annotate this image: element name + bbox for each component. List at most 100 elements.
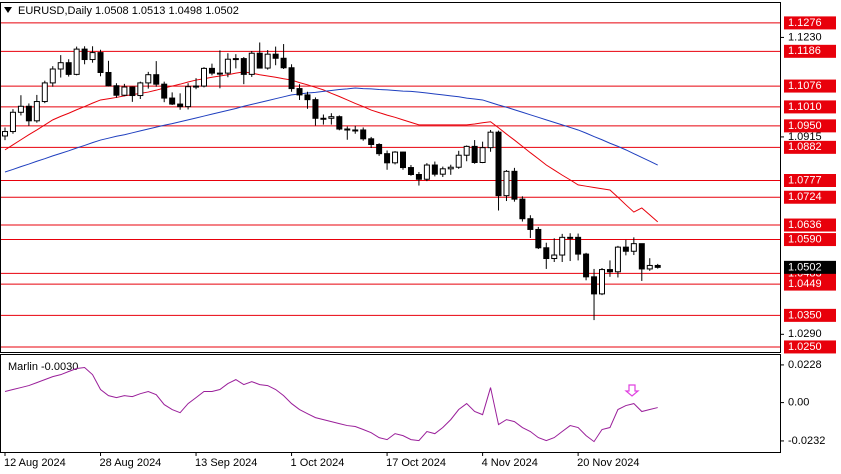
y-tick-label: 1.1230 (788, 31, 822, 43)
candle-body (463, 145, 470, 156)
candle-body (487, 131, 494, 149)
candle-body (400, 151, 406, 169)
candle-body (320, 117, 327, 120)
candle-body (49, 68, 56, 84)
candle-body (81, 48, 88, 61)
candle-body (352, 129, 359, 132)
candle-body (431, 164, 438, 175)
candle-body (177, 103, 184, 108)
candle-body (216, 72, 223, 75)
candle-body (264, 53, 271, 69)
level-label-box (784, 218, 836, 232)
candle-body (614, 246, 621, 273)
candle-body (41, 82, 48, 103)
level-label-box (784, 100, 836, 114)
level-label: 1.0950 (788, 120, 822, 132)
candle-body (622, 246, 629, 252)
x-tick-label: 12 Aug 2024 (4, 457, 66, 469)
candle-body (33, 101, 40, 122)
candle-body (599, 269, 605, 295)
candle-body (336, 116, 343, 130)
level-label: 1.0636 (788, 219, 822, 231)
main-panel-frame (0, 2, 781, 353)
candle-body (630, 243, 637, 252)
candle-body (272, 53, 279, 59)
level-label-box (784, 16, 836, 30)
candle-body (455, 154, 462, 168)
signal-arrow (624, 384, 640, 397)
candle-body (591, 276, 598, 295)
candle-body (519, 198, 526, 220)
candle-body (161, 83, 168, 99)
level-label-box (784, 190, 836, 204)
candle-body (9, 111, 16, 133)
candle-body (384, 153, 391, 164)
level-label: 1.0350 (788, 309, 822, 321)
candle-body (559, 236, 566, 256)
candle-body (304, 94, 311, 101)
ohlc-open: 1.0508 (95, 5, 129, 17)
candle-body (296, 88, 303, 96)
candle-body (240, 58, 247, 75)
candle-body (344, 128, 351, 131)
candle-body (575, 236, 582, 255)
candle-body (25, 105, 32, 122)
candle-body (567, 236, 574, 239)
x-tick-label: 20 Nov 2024 (577, 457, 639, 469)
candle-body (185, 86, 192, 108)
candle-body (606, 269, 613, 273)
candle-body (89, 52, 96, 61)
y-tick-label: 1.0915 (788, 131, 822, 143)
candle-body (65, 62, 72, 75)
x-tick-label: 28 Aug 2024 (100, 457, 162, 469)
candle-body (105, 71, 112, 87)
candle-body (137, 82, 144, 97)
price-label-box (784, 260, 836, 274)
ohlc-low: 1.0498 (168, 5, 202, 17)
candle-body (280, 57, 287, 69)
candle-body (288, 67, 295, 90)
candle-body (208, 67, 215, 74)
level-label: 1.0777 (788, 174, 822, 186)
x-tick-label: 17 Oct 2024 (386, 457, 446, 469)
candle-body (312, 99, 319, 119)
price-label: 1.0502 (788, 261, 822, 273)
y-tick-label: 0.0228 (788, 359, 822, 371)
candle-body (495, 131, 502, 197)
candle-body (535, 228, 542, 249)
candle-body (423, 164, 430, 180)
y-tick-label: 1.0290 (788, 328, 822, 340)
level-label: 1.0250 (788, 341, 822, 353)
candle-body (407, 167, 414, 175)
level-label: 1.1010 (788, 101, 822, 113)
candle-body (471, 145, 478, 163)
candle-body (248, 52, 255, 75)
candle-body (2, 131, 8, 137)
candle-body (376, 143, 383, 155)
candle-body (201, 67, 207, 87)
level-label: 1.0882 (788, 141, 822, 153)
candle-body (328, 116, 335, 119)
level-label-box (784, 174, 836, 188)
x-tick-label: 13 Sep 2024 (195, 457, 257, 469)
candle-body (392, 151, 399, 164)
candle-body (527, 218, 534, 230)
level-label-box (784, 79, 836, 93)
candle-body (145, 74, 152, 84)
candle-body (654, 264, 661, 268)
level-label-box (784, 44, 836, 58)
y-tick-label: -0.0232 (788, 435, 825, 447)
level-label-box (784, 233, 836, 247)
y-tick-label: 0.00 (788, 396, 809, 408)
candle-body (447, 166, 454, 170)
chart-title: EURUSD,Daily (18, 5, 92, 17)
level-label: 1.0449 (788, 278, 822, 290)
candle-body (129, 86, 136, 97)
level-label: 1.1076 (788, 80, 822, 92)
candle-body (169, 97, 176, 105)
x-tick-label: 1 Oct 2024 (291, 457, 345, 469)
indicator-title: Marlin -0.0030 (8, 361, 78, 373)
candle-body (256, 52, 263, 69)
